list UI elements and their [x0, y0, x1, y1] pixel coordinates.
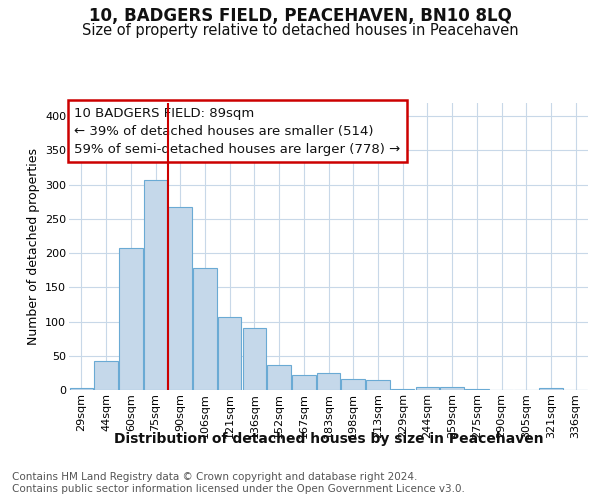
Bar	[144, 180, 167, 390]
Text: Distribution of detached houses by size in Peacehaven: Distribution of detached houses by size …	[114, 432, 544, 446]
Bar	[169, 207, 192, 390]
Bar	[341, 379, 365, 390]
Bar	[242, 328, 266, 390]
Text: Size of property relative to detached houses in Peacehaven: Size of property relative to detached ho…	[82, 22, 518, 38]
Text: Contains HM Land Registry data © Crown copyright and database right 2024.
Contai: Contains HM Land Registry data © Crown c…	[12, 472, 465, 494]
Bar	[440, 386, 464, 390]
Text: 10, BADGERS FIELD, PEACEHAVEN, BN10 8LQ: 10, BADGERS FIELD, PEACEHAVEN, BN10 8LQ	[89, 8, 511, 26]
Bar	[539, 388, 563, 390]
Bar	[292, 375, 316, 390]
Bar	[70, 388, 93, 390]
Bar	[193, 268, 217, 390]
Bar	[94, 361, 118, 390]
Text: 10 BADGERS FIELD: 89sqm
← 39% of detached houses are smaller (514)
59% of semi-d: 10 BADGERS FIELD: 89sqm ← 39% of detache…	[74, 107, 400, 156]
Bar	[465, 388, 488, 390]
Y-axis label: Number of detached properties: Number of detached properties	[26, 148, 40, 345]
Bar	[317, 373, 340, 390]
Bar	[366, 380, 389, 390]
Bar	[268, 366, 291, 390]
Bar	[416, 386, 439, 390]
Bar	[119, 248, 143, 390]
Bar	[218, 317, 241, 390]
